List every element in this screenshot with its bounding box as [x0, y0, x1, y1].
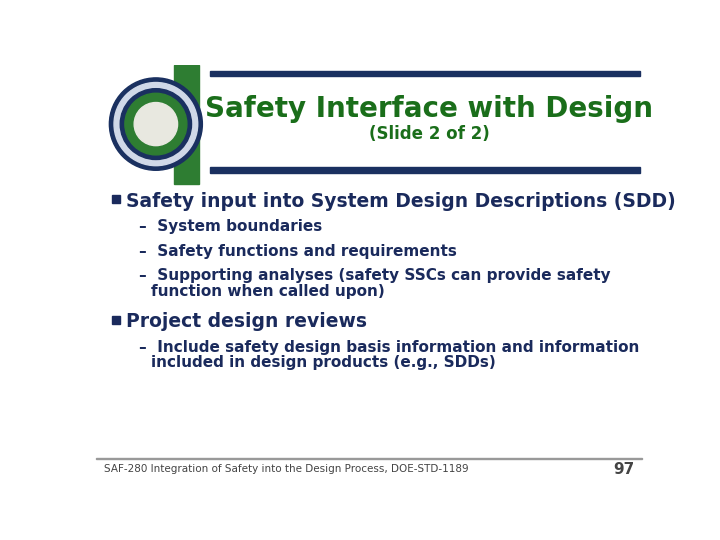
Bar: [112, 316, 120, 325]
Bar: [174, 65, 199, 184]
Text: Safety input into System Design Descriptions (SDD): Safety input into System Design Descript…: [126, 192, 675, 211]
Bar: [210, 167, 640, 173]
Text: –  Supporting analyses (safety SSCs can provide safety: – Supporting analyses (safety SSCs can p…: [139, 268, 611, 284]
Text: Safety Interface with Design: Safety Interface with Design: [205, 96, 653, 124]
Text: –  Include safety design basis information and information: – Include safety design basis informatio…: [139, 340, 639, 355]
Circle shape: [114, 83, 198, 166]
Bar: [210, 71, 640, 76]
Text: –  System boundaries: – System boundaries: [139, 219, 322, 234]
Bar: [96, 457, 642, 458]
Text: (Slide 2 of 2): (Slide 2 of 2): [369, 125, 490, 143]
Text: SAF-280 Integration of Safety into the Design Process, DOE-STD-1189: SAF-280 Integration of Safety into the D…: [104, 464, 469, 474]
Bar: [112, 195, 120, 204]
Text: included in design products (e.g., SDDs): included in design products (e.g., SDDs): [151, 355, 496, 370]
Circle shape: [120, 89, 192, 159]
Text: –  Safety functions and requirements: – Safety functions and requirements: [139, 244, 456, 259]
Circle shape: [125, 93, 187, 155]
Circle shape: [134, 103, 178, 146]
Circle shape: [109, 78, 202, 170]
Text: function when called upon): function when called upon): [151, 284, 385, 299]
Text: 97: 97: [613, 462, 634, 477]
Text: Project design reviews: Project design reviews: [126, 313, 366, 332]
